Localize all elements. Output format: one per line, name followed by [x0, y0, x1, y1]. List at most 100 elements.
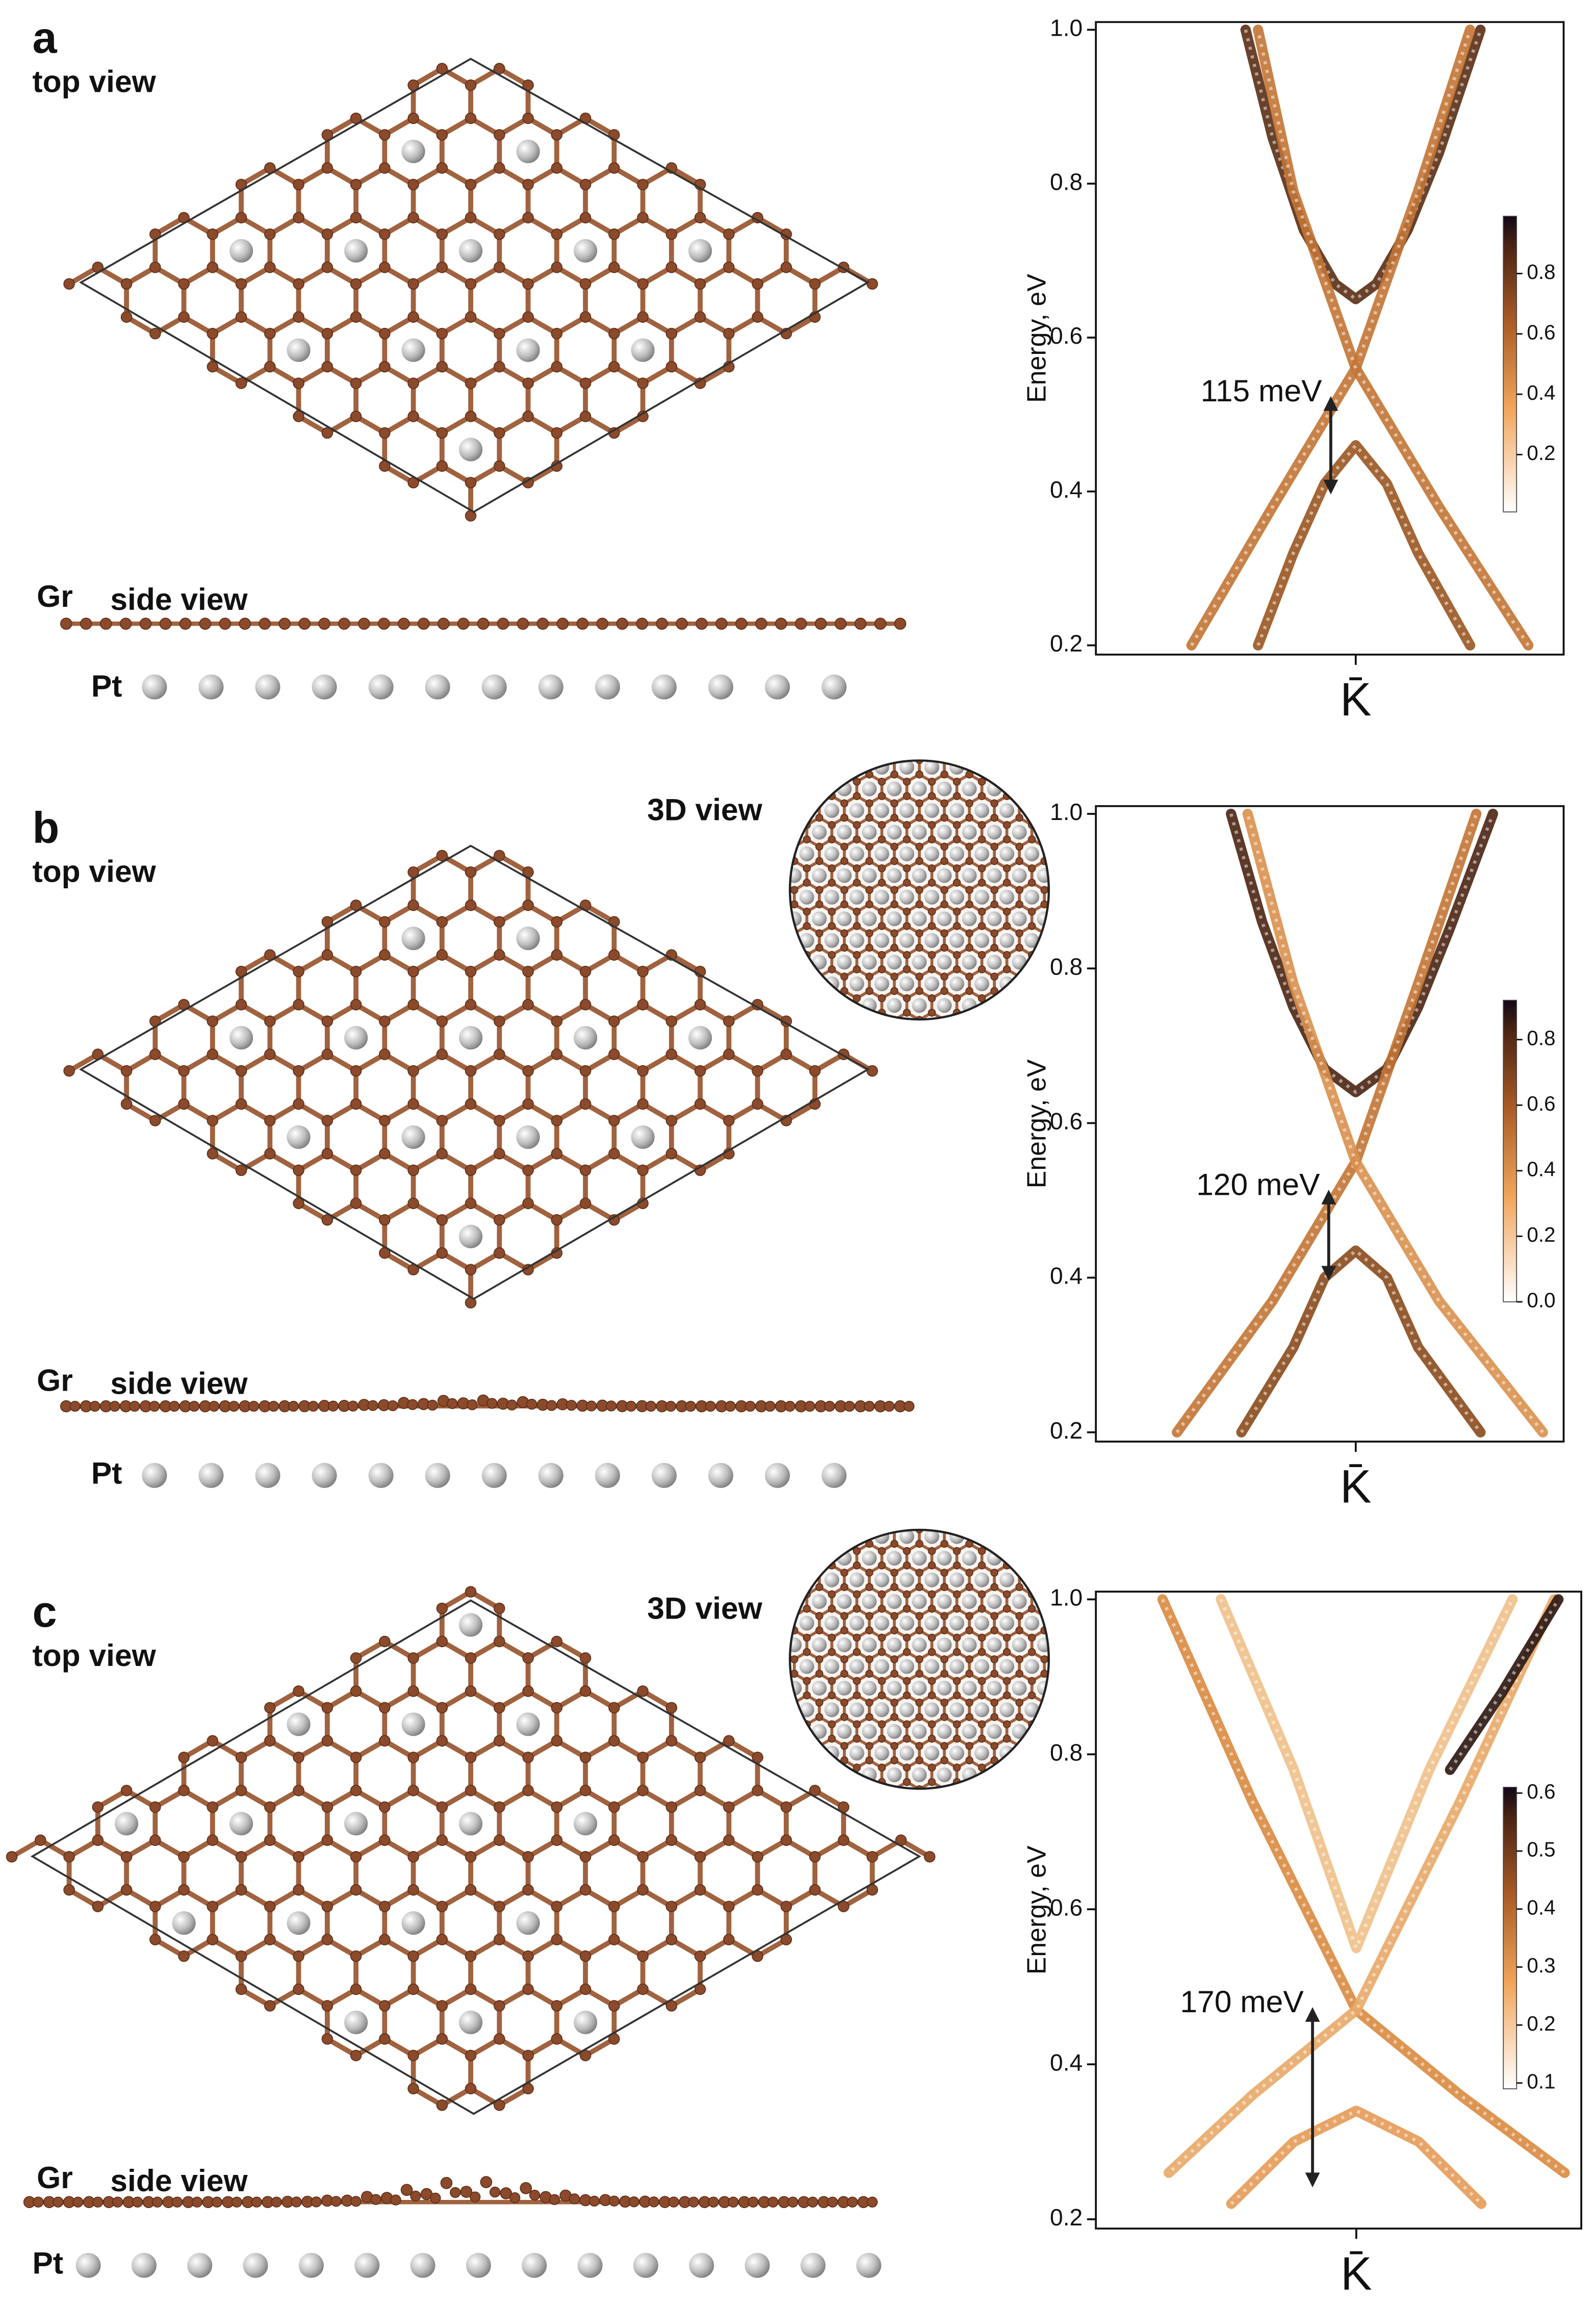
pt-atom	[887, 868, 902, 883]
c-atom	[928, 1763, 936, 1772]
c-atom	[815, 1583, 823, 1592]
c-atom	[120, 1884, 133, 1896]
y-tick-label: 0.6	[1050, 1108, 1083, 1135]
c-atom	[878, 1720, 886, 1729]
c-atom	[778, 879, 785, 886]
c-atom	[465, 1065, 477, 1077]
c-atom	[715, 618, 728, 630]
c-atom	[890, 1540, 898, 1548]
pt-atom	[651, 674, 677, 700]
c-atom	[551, 1901, 563, 1912]
pt-atom	[481, 1463, 507, 1488]
c-bond	[906, 1530, 920, 1531]
c-atom	[752, 1851, 763, 1863]
side-view-structure	[60, 618, 907, 700]
c-atom	[338, 618, 350, 630]
pt-atom	[899, 1702, 914, 1717]
c-atom	[878, 1590, 886, 1599]
pt-atom	[849, 1746, 864, 1761]
c-atom	[915, 799, 923, 808]
c-atom	[977, 792, 986, 800]
c-atom	[865, 1699, 873, 1707]
c-atom	[828, 965, 836, 973]
c-atom	[551, 228, 563, 240]
c-atom	[977, 1734, 986, 1743]
c-atom	[350, 1652, 362, 1664]
pt-atom	[1024, 933, 1040, 948]
c-atom	[350, 1950, 362, 1962]
c-atom	[723, 1015, 735, 1027]
unit-cell	[79, 844, 870, 1300]
c-atom	[579, 1685, 591, 1697]
c-atom	[865, 1530, 873, 1533]
c-atom	[744, 1401, 756, 1412]
c-atom	[436, 1015, 448, 1027]
c-atom	[977, 1691, 986, 1700]
c-atom	[878, 864, 886, 873]
c-atom	[840, 1583, 848, 1592]
c-atom	[379, 427, 391, 439]
pt-atom	[849, 803, 864, 818]
pt-atom	[924, 1020, 939, 1035]
pt-atom	[595, 1463, 620, 1488]
c-atom	[890, 1670, 898, 1678]
c-atom	[637, 278, 649, 290]
atom-layer	[6, 1586, 936, 2111]
pt-atom	[999, 1702, 1015, 1717]
c-atom	[878, 1633, 886, 1642]
c-atom	[890, 842, 898, 851]
c-atom	[350, 178, 362, 191]
pt-atom	[924, 976, 939, 991]
c-atom	[965, 1785, 973, 1789]
pt-atom	[874, 847, 889, 861]
c-atom	[665, 1934, 678, 1945]
c-atom	[522, 112, 534, 124]
c-atom	[894, 618, 907, 630]
c-atom	[915, 842, 923, 851]
c-atom	[407, 1851, 419, 1863]
c-atom	[965, 1612, 973, 1620]
pt-atom	[874, 889, 889, 905]
c-atom	[579, 1950, 591, 1962]
pt-atom	[849, 1615, 864, 1631]
c-atom	[977, 1590, 986, 1599]
pt-atom	[799, 1572, 814, 1587]
c-atom	[990, 857, 998, 865]
c-atom	[407, 998, 419, 1011]
c-atom	[321, 1735, 333, 1747]
c-atom	[440, 2177, 453, 2189]
c-atom	[865, 1569, 873, 1577]
c-atom	[132, 2196, 143, 2208]
c-atom	[878, 879, 886, 887]
c-atom	[748, 2196, 759, 2208]
c-atom	[321, 1801, 333, 1813]
pt-atom	[949, 803, 964, 818]
c-atom	[648, 2196, 659, 2208]
c-atom	[890, 770, 898, 779]
top-view-label: top view	[32, 1638, 156, 1673]
pt-atom	[949, 1746, 964, 1761]
c-atom	[494, 1048, 505, 1060]
c-atom	[865, 1583, 873, 1592]
c-atom	[865, 1612, 873, 1620]
c-atom	[865, 1741, 873, 1750]
c-atom	[665, 1048, 678, 1060]
c-atom	[815, 1670, 823, 1678]
pt-atom	[949, 933, 964, 948]
pt-atom	[142, 1463, 167, 1488]
c-atom	[436, 1048, 448, 1060]
side-view-label: side view	[110, 2163, 248, 2198]
c-atom	[752, 278, 763, 290]
c-atom	[288, 1400, 299, 1412]
c-atom	[35, 1834, 46, 1846]
pt-atom	[799, 933, 814, 948]
pt-atom	[765, 674, 790, 700]
c-atom	[178, 1851, 190, 1863]
c-atom	[815, 886, 823, 894]
pt-atom	[1024, 1615, 1040, 1631]
pt-atom	[912, 1724, 927, 1739]
pt-atom	[1012, 911, 1027, 927]
pt-atom	[874, 933, 889, 948]
c-atom	[890, 857, 898, 865]
